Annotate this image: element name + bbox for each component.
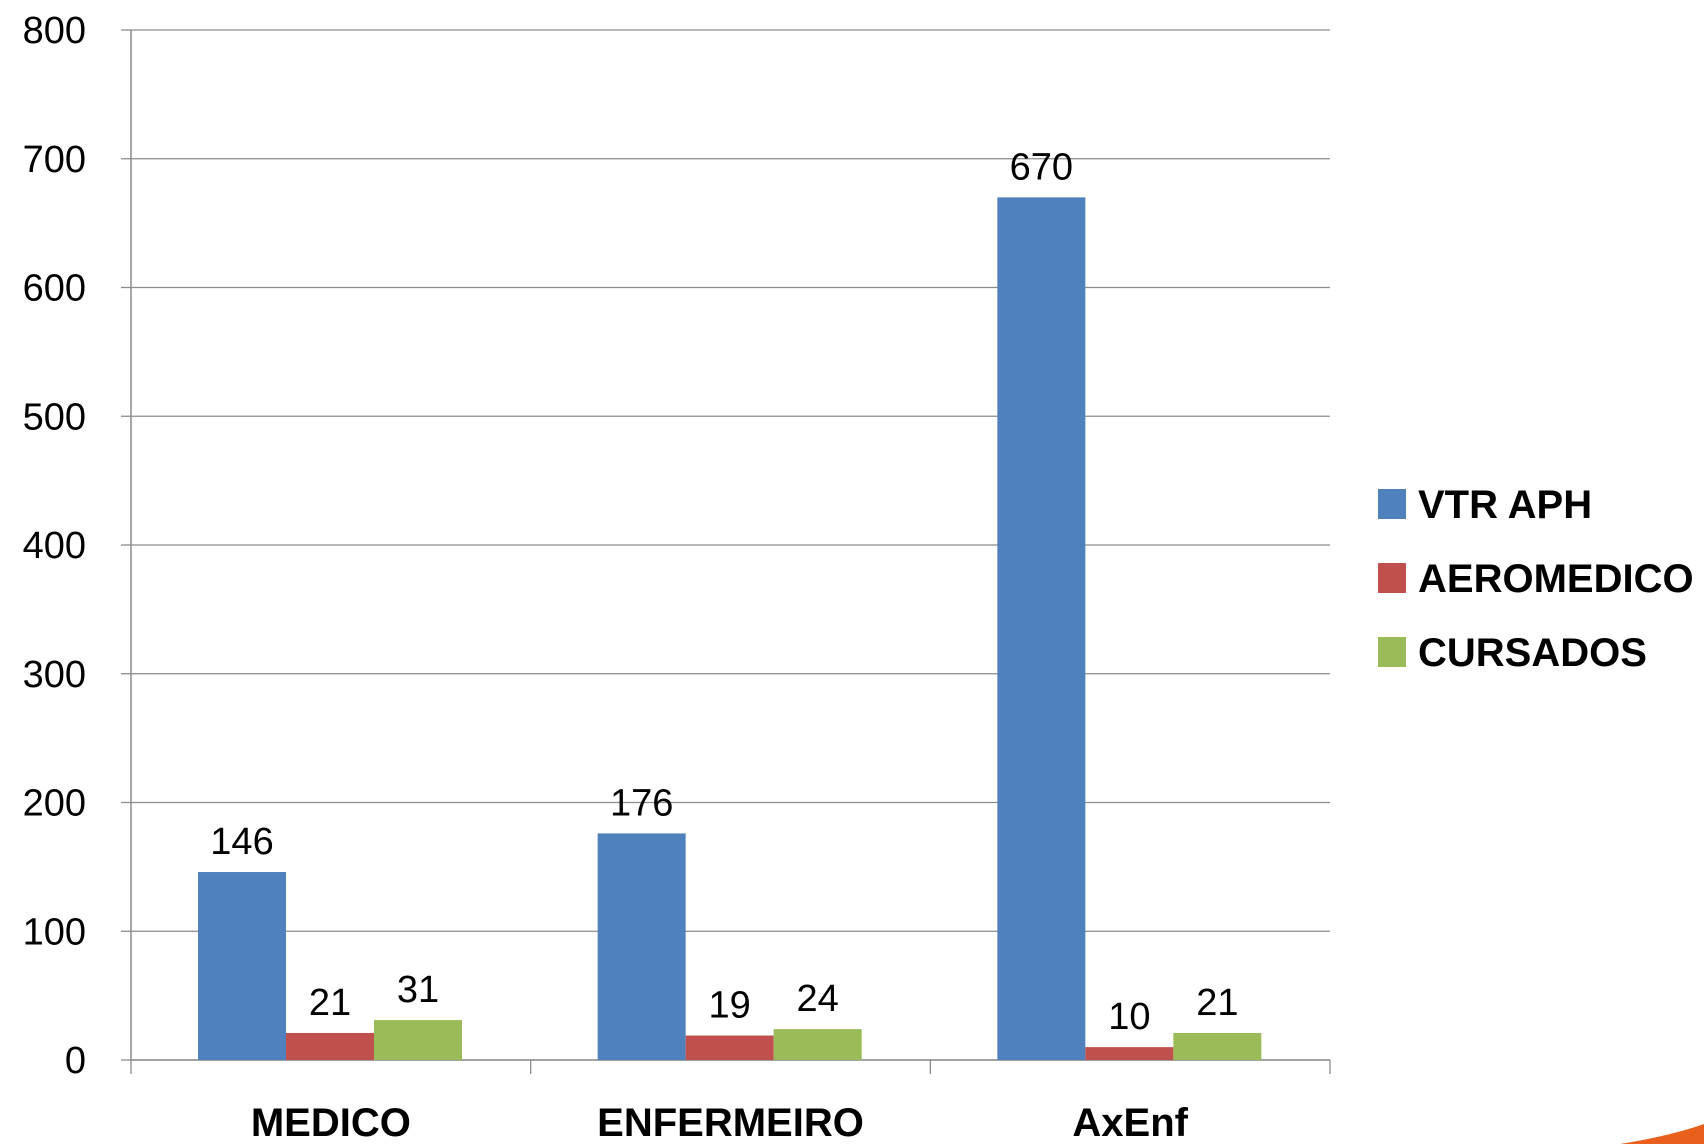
data-label: 24: [797, 978, 839, 1020]
data-label: 670: [1010, 146, 1073, 188]
bar: [1173, 1032, 1262, 1060]
bar: [997, 197, 1086, 1060]
y-tick-label: 600: [23, 268, 86, 310]
x-category-label: MEDICO: [251, 1101, 411, 1144]
y-tick-label: 100: [23, 911, 86, 953]
x-category-label: AxEnf: [1072, 1101, 1188, 1144]
legend-label: CURSADOS: [1418, 631, 1647, 675]
bar: [374, 1020, 462, 1060]
y-tick-label: 0: [65, 1040, 86, 1082]
bars: [198, 197, 1262, 1060]
x-axis-labels: MEDICO ENFERMEIRO AxEnf: [251, 1101, 1189, 1144]
y-tick-label: 700: [23, 139, 86, 181]
legend-swatch: [1378, 637, 1406, 667]
y-tick-label: 400: [23, 525, 86, 567]
bar: [1085, 1047, 1174, 1060]
bar: [286, 1032, 374, 1060]
data-label: 10: [1108, 996, 1150, 1038]
data-label: 21: [1196, 982, 1238, 1024]
accent-swoosh: [1620, 1124, 1704, 1144]
legend: VTR APH AEROMEDICO CURSADOS: [1378, 483, 1694, 675]
y-tick-label: 200: [23, 783, 86, 825]
bar: [773, 1029, 862, 1060]
data-label: 146: [210, 821, 273, 863]
y-tick-label: 800: [23, 10, 86, 52]
axes: [121, 29, 1331, 1074]
legend-swatch: [1378, 489, 1406, 519]
bar: [198, 872, 286, 1060]
y-tick-label: 300: [23, 654, 86, 696]
data-label: 21: [309, 982, 351, 1024]
data-label: 176: [610, 782, 673, 824]
legend-label: AEROMEDICO: [1418, 557, 1694, 601]
gridlines: [131, 29, 1330, 1061]
bar: [597, 833, 686, 1060]
bar: [685, 1035, 774, 1060]
legend-swatch: [1378, 563, 1406, 593]
y-tick-label: 500: [23, 396, 86, 438]
data-label: 31: [397, 969, 439, 1011]
x-category-label: ENFERMEIRO: [597, 1101, 864, 1144]
data-labels: 146 21 31 176 19 24 670 10 21: [210, 146, 1238, 1038]
legend-label: VTR APH: [1418, 483, 1592, 527]
y-axis-ticks: 0 100 200 300 400 500 600 700 800: [23, 10, 86, 1082]
data-label: 19: [709, 985, 751, 1027]
